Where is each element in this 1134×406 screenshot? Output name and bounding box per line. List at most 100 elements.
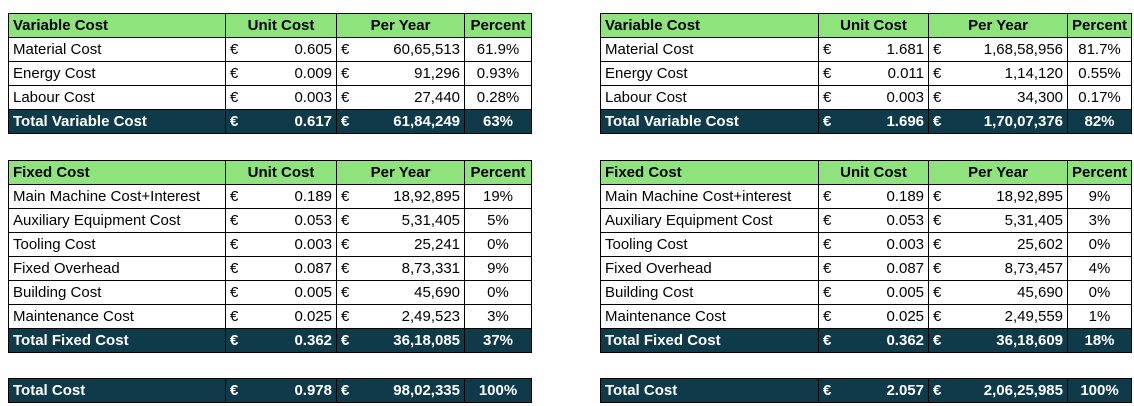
section-header-cell[interactable]: Variable Cost (600, 13, 819, 38)
unit-cost-cell[interactable]: 1.696 (841, 109, 930, 134)
unit-cost-cell[interactable]: 0.978 (249, 378, 337, 403)
unit-cost-cell[interactable]: 0.087 (841, 256, 930, 281)
year-currency-cell[interactable]: € (928, 378, 951, 403)
per-year-header-cell[interactable]: Per Year (336, 160, 466, 185)
row-label-cell[interactable]: Maintenance Cost (600, 304, 819, 329)
unit-cost-cell[interactable]: 0.025 (841, 304, 930, 329)
percent-cell[interactable]: 9% (1067, 184, 1133, 209)
row-label-cell[interactable]: Total Fixed Cost (600, 328, 819, 353)
year-currency-cell[interactable]: € (336, 304, 359, 329)
unit-currency-cell[interactable]: € (225, 109, 250, 134)
row-label-cell[interactable]: Total Variable Cost (8, 109, 226, 134)
unit-currency-cell[interactable]: € (225, 37, 250, 62)
year-currency-cell[interactable]: € (928, 256, 951, 281)
unit-cost-cell[interactable]: 0.053 (249, 208, 338, 233)
per-year-cell[interactable]: 91,296 (358, 61, 466, 86)
row-label-cell[interactable]: Auxiliary Equipment Cost (8, 208, 226, 233)
year-currency-cell[interactable]: € (928, 109, 951, 134)
per-year-cell[interactable]: 1,68,58,956 (950, 37, 1069, 62)
percent-cell[interactable]: 82% (1067, 109, 1133, 134)
unit-currency-cell[interactable]: € (225, 328, 250, 353)
row-label-cell[interactable]: Total Cost (600, 378, 819, 403)
unit-cost-cell[interactable]: 0.362 (249, 328, 338, 353)
percent-cell[interactable]: 0% (1067, 280, 1133, 305)
per-year-cell[interactable]: 25,602 (950, 232, 1069, 257)
percent-cell[interactable]: 3% (1067, 208, 1133, 233)
per-year-header-cell[interactable]: Per Year (928, 13, 1069, 38)
year-currency-cell[interactable]: € (336, 232, 359, 257)
per-year-cell[interactable]: 2,49,559 (950, 304, 1069, 329)
unit-currency-cell[interactable]: € (818, 37, 842, 62)
year-currency-cell[interactable]: € (336, 109, 359, 134)
percent-cell[interactable]: 18% (1067, 328, 1133, 353)
unit-currency-cell[interactable]: € (818, 280, 842, 305)
year-currency-cell[interactable]: € (928, 37, 951, 62)
unit-currency-cell[interactable]: € (818, 208, 842, 233)
per-year-cell[interactable]: 45,690 (358, 280, 466, 305)
unit-cost-cell[interactable]: 0.362 (841, 328, 930, 353)
per-year-cell[interactable]: 34,300 (950, 85, 1069, 110)
unit-cost-cell[interactable]: 0.025 (249, 304, 338, 329)
unit-currency-cell[interactable]: € (818, 378, 842, 403)
per-year-cell[interactable]: 25,241 (358, 232, 466, 257)
unit-cost-cell[interactable]: 0.003 (841, 232, 930, 257)
row-label-cell[interactable]: Energy Cost (600, 61, 819, 86)
unit-cost-cell[interactable]: 0.005 (249, 280, 338, 305)
unit-cost-cell[interactable]: 0.003 (841, 85, 930, 110)
year-currency-cell[interactable]: € (928, 304, 951, 329)
unit-cost-cell[interactable]: 0.009 (249, 61, 338, 86)
year-currency-cell[interactable]: € (928, 208, 951, 233)
per-year-cell[interactable]: 8,73,457 (950, 256, 1069, 281)
unit-currency-cell[interactable]: € (818, 304, 842, 329)
year-currency-cell[interactable]: € (336, 256, 359, 281)
percent-cell[interactable]: 1% (1067, 304, 1133, 329)
per-year-cell[interactable]: 36,18,609 (950, 328, 1069, 353)
unit-currency-cell[interactable]: € (818, 184, 842, 209)
percent-cell[interactable]: 0% (464, 232, 533, 257)
percent-cell[interactable]: 0% (1067, 232, 1133, 257)
unit-currency-cell[interactable]: € (225, 304, 250, 329)
per-year-cell[interactable]: 98,02,335 (358, 378, 465, 403)
section-header-cell[interactable]: Fixed Cost (8, 160, 226, 185)
year-currency-cell[interactable]: € (336, 85, 359, 110)
unit-cost-cell[interactable]: 0.005 (841, 280, 930, 305)
unit-cost-cell[interactable]: 0.003 (249, 232, 338, 257)
percent-cell[interactable]: 9% (464, 256, 533, 281)
year-currency-cell[interactable]: € (928, 232, 951, 257)
unit-currency-cell[interactable]: € (225, 208, 250, 233)
row-label-cell[interactable]: Labour Cost (8, 85, 226, 110)
percent-cell[interactable]: 0.28% (464, 85, 533, 110)
row-label-cell[interactable]: Energy Cost (8, 61, 226, 86)
unit-cost-cell[interactable]: 0.053 (841, 208, 930, 233)
row-label-cell[interactable]: Total Cost (8, 378, 226, 403)
unit-currency-cell[interactable]: € (818, 328, 842, 353)
row-label-cell[interactable]: Tooling Cost (600, 232, 819, 257)
unit-cost-cell[interactable]: 0.189 (249, 184, 338, 209)
per-year-cell[interactable]: 2,06,25,985 (950, 378, 1068, 403)
percent-cell[interactable]: 0.93% (464, 61, 533, 86)
per-year-cell[interactable]: 2,49,523 (358, 304, 466, 329)
unit-currency-cell[interactable]: € (225, 61, 250, 86)
row-label-cell[interactable]: Material Cost (600, 37, 819, 62)
per-year-header-cell[interactable]: Per Year (928, 160, 1069, 185)
per-year-cell[interactable]: 18,92,895 (950, 184, 1069, 209)
unit-cost-header-cell[interactable]: Unit Cost (817, 13, 930, 38)
year-currency-cell[interactable]: € (336, 61, 359, 86)
unit-currency-cell[interactable]: € (225, 85, 250, 110)
unit-cost-cell[interactable]: 0.189 (841, 184, 930, 209)
year-currency-cell[interactable]: € (928, 184, 951, 209)
unit-currency-cell[interactable]: € (818, 85, 842, 110)
percent-cell[interactable]: 100% (1067, 378, 1132, 403)
year-currency-cell[interactable]: € (928, 280, 951, 305)
unit-cost-cell[interactable]: 2.057 (841, 378, 929, 403)
unit-cost-cell[interactable]: 0.003 (249, 85, 338, 110)
percent-header-cell[interactable]: Percent (464, 13, 533, 38)
per-year-cell[interactable]: 27,440 (358, 85, 466, 110)
row-label-cell[interactable]: Fixed Overhead (8, 256, 226, 281)
section-header-cell[interactable]: Fixed Cost (600, 160, 819, 185)
unit-cost-cell[interactable]: 0.617 (249, 109, 338, 134)
row-label-cell[interactable]: Total Variable Cost (600, 109, 819, 134)
per-year-cell[interactable]: 60,65,513 (358, 37, 466, 62)
unit-cost-header-cell[interactable]: Unit Cost (224, 13, 338, 38)
unit-currency-cell[interactable]: € (818, 256, 842, 281)
